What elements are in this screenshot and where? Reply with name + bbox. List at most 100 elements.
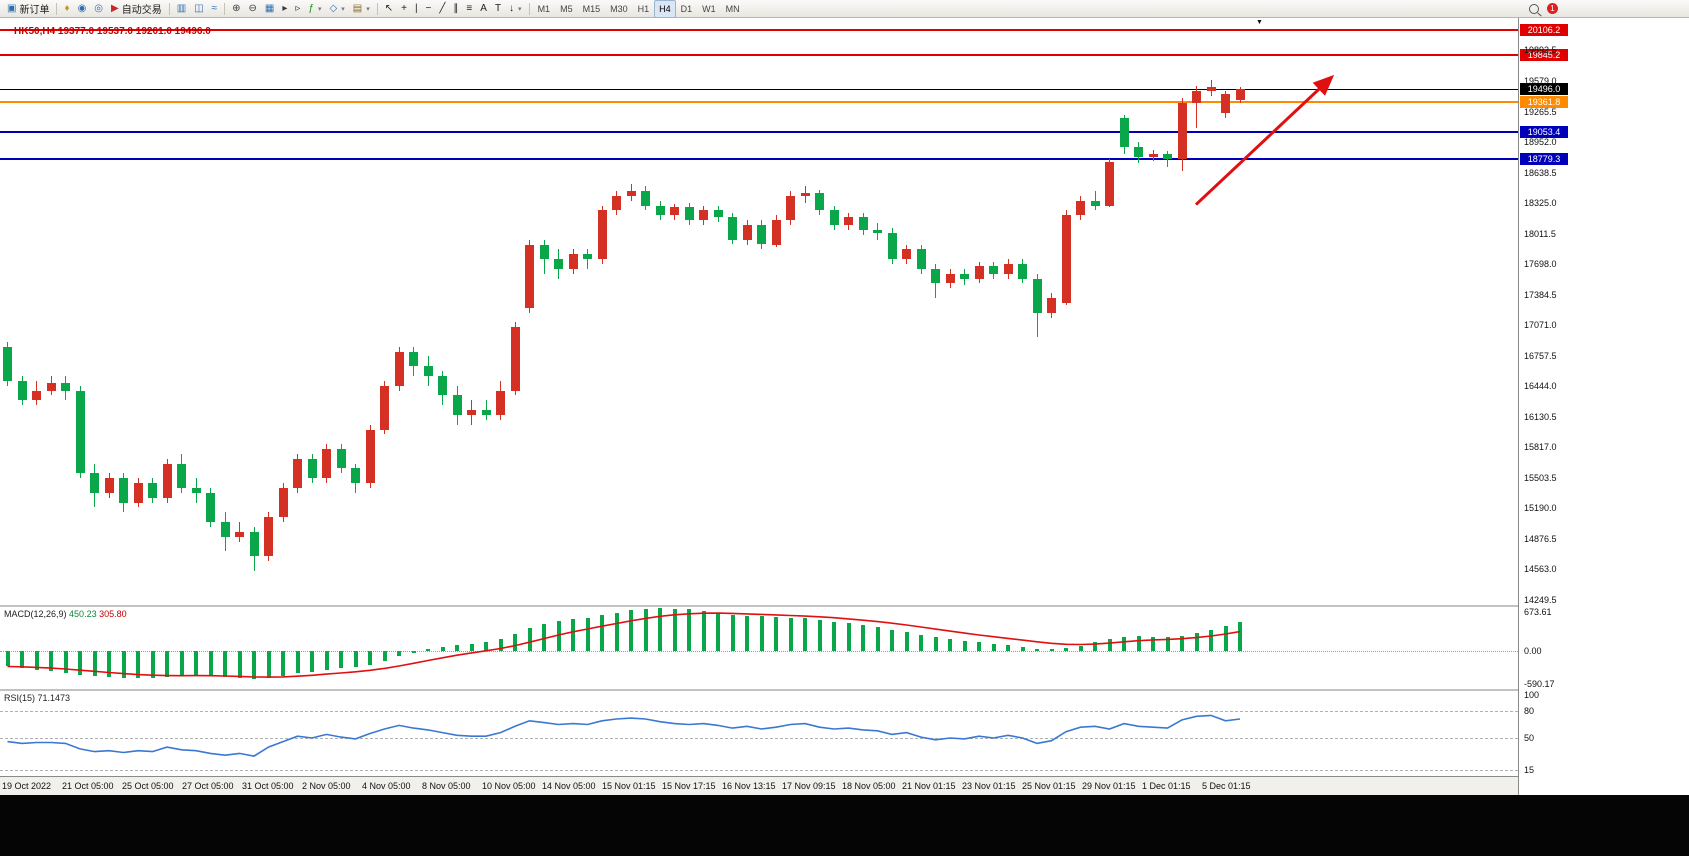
candle bbox=[597, 210, 607, 260]
candlestick-chart-button[interactable]: ◫ bbox=[190, 0, 207, 18]
macd-histogram-bar bbox=[542, 624, 546, 651]
zoom-out-button[interactable]: ⊖ bbox=[245, 0, 261, 18]
candle bbox=[119, 478, 128, 503]
candle bbox=[844, 217, 853, 226]
fibonacci-glyph: ≡ bbox=[466, 2, 473, 14]
auto-scroll-button[interactable]: ▸ bbox=[278, 0, 291, 18]
macd-panel[interactable]: MACD(12,26,9) 450.23 305.80 bbox=[0, 605, 1518, 689]
timeframe-h1-button[interactable]: H1 bbox=[637, 3, 650, 14]
candle bbox=[452, 395, 462, 415]
market-watch-icon[interactable]: ♦ bbox=[60, 0, 73, 18]
candle bbox=[1235, 89, 1245, 101]
tile-windows-glyph: ▦ bbox=[264, 2, 275, 14]
toolbar-separator bbox=[376, 2, 378, 15]
crosshair-button[interactable]: + bbox=[397, 0, 411, 18]
navigator-icon[interactable]: ◉ bbox=[74, 0, 91, 18]
candle bbox=[612, 195, 621, 211]
macd-histogram-bar bbox=[803, 618, 807, 651]
macd-histogram-bar bbox=[179, 650, 184, 676]
auto-scroll-glyph: ▸ bbox=[282, 2, 288, 14]
templates-button[interactable]: ▤ ▾ bbox=[349, 0, 374, 18]
macd-histogram-bar bbox=[92, 650, 97, 676]
macd-histogram-bar bbox=[846, 623, 851, 651]
text-button[interactable]: A bbox=[476, 0, 491, 18]
timeframe-h4-button[interactable]: H4 bbox=[654, 0, 676, 18]
price-tick: 15817.0 bbox=[1524, 442, 1557, 453]
toolbar-separator bbox=[168, 2, 170, 15]
arrows-button[interactable]: ↓ ▾ bbox=[505, 0, 526, 18]
candle bbox=[206, 492, 215, 523]
candle bbox=[162, 463, 172, 498]
zoom-in-glyph: ⊕ bbox=[232, 2, 241, 14]
candle bbox=[699, 210, 708, 221]
bar-chart-button[interactable]: ▥ bbox=[173, 0, 190, 18]
text-label-button[interactable]: T bbox=[491, 0, 505, 18]
equidistant-channel-button[interactable]: ∥ bbox=[449, 0, 462, 18]
chevron-down-icon: ▾ bbox=[318, 5, 322, 13]
level-line-19496.0 bbox=[0, 88, 1518, 90]
price-axis[interactable]: 20106.2 19845.2 19496.0 19361.8 19053.4 18779… bbox=[1518, 18, 1573, 795]
rsi-panel[interactable]: RSI(15) 71.1473 bbox=[0, 689, 1518, 776]
price-tick: 16130.5 bbox=[1524, 411, 1557, 422]
candle bbox=[249, 531, 259, 557]
price-chart-panel[interactable]: HK50,H4 19377.0 19537.0 19201.0 19496.0 … bbox=[0, 18, 1518, 605]
time-axis-label: 16 Nov 13:15 bbox=[722, 781, 776, 791]
macd-histogram-bar bbox=[469, 643, 474, 651]
macd-histogram-bar bbox=[774, 617, 778, 651]
timeframe-d1-button[interactable]: D1 bbox=[680, 3, 693, 14]
new-order-button[interactable]: ▣ 新订单 bbox=[3, 0, 53, 18]
chart-shift-button[interactable]: ▹ bbox=[291, 0, 304, 18]
macd-histogram-bar bbox=[34, 650, 39, 670]
candle bbox=[61, 382, 70, 391]
terminal-icon[interactable]: ◎ bbox=[90, 0, 107, 18]
macd-histogram-bar bbox=[1194, 632, 1199, 651]
rsi-name: RSI(15) bbox=[4, 693, 36, 703]
timeframe-mn-button[interactable]: MN bbox=[725, 3, 740, 14]
time-axis[interactable]: 19 Oct 2022 21 Oct 05:00 25 Oct 05:00 27 Oc… bbox=[0, 776, 1518, 795]
macd-histogram-bar bbox=[382, 650, 387, 661]
candle bbox=[307, 458, 317, 479]
macd-histogram-bar bbox=[687, 609, 691, 651]
macd-histogram-bar bbox=[49, 650, 53, 671]
search-icon[interactable] bbox=[1529, 3, 1539, 14]
macd-histogram-bar bbox=[875, 627, 880, 651]
autotrading-button[interactable]: ▶ 自动交易 bbox=[107, 0, 166, 18]
candle bbox=[1105, 161, 1114, 206]
trend-arrow bbox=[1194, 74, 1335, 206]
periods-button[interactable]: ◇ ▾ bbox=[326, 0, 349, 18]
timeframe-m5-button[interactable]: M5 bbox=[560, 3, 573, 14]
timeframe-m1-button[interactable]: M1 bbox=[537, 3, 551, 14]
timeframe-m30-button[interactable]: M30 bbox=[610, 3, 628, 14]
candle bbox=[1018, 263, 1027, 279]
toolbar-separator bbox=[56, 2, 58, 15]
timeframe-m15-button[interactable]: M15 bbox=[582, 3, 601, 14]
line-chart-button[interactable]: ≈ bbox=[208, 0, 222, 18]
macd-histogram-bar bbox=[484, 642, 488, 651]
candle bbox=[1061, 215, 1071, 303]
tile-windows-button[interactable]: ▦ bbox=[261, 0, 278, 18]
zoom-in-button[interactable]: ⊕ bbox=[228, 0, 244, 18]
navigator-icon-glyph: ◉ bbox=[77, 2, 87, 14]
cursor-button[interactable]: ↖ bbox=[381, 0, 397, 18]
candle bbox=[191, 487, 201, 493]
timeframe-w1-button[interactable]: W1 bbox=[702, 3, 716, 14]
macd-histogram-bar bbox=[397, 650, 401, 657]
macd-histogram-bar bbox=[745, 615, 749, 651]
rsi-axis-tick: 50 bbox=[1524, 733, 1535, 744]
fibonacci-button[interactable]: ≡ bbox=[462, 0, 476, 18]
candle bbox=[235, 531, 244, 537]
macd-histogram-bar bbox=[165, 650, 169, 678]
macd-histogram-bar bbox=[63, 650, 68, 673]
notifications-badge[interactable]: 1 bbox=[1547, 3, 1558, 14]
indicators-button[interactable]: ƒ ▾ bbox=[304, 0, 325, 18]
time-axis-label: 4 Nov 05:00 bbox=[362, 781, 411, 791]
trendline-button[interactable]: ╱ bbox=[435, 0, 449, 18]
horizontal-line-button[interactable]: − bbox=[422, 0, 436, 18]
macd-histogram-bar bbox=[614, 612, 619, 651]
time-axis-label: 23 Nov 01:15 bbox=[962, 781, 1016, 791]
vertical-line-button[interactable]: | bbox=[411, 0, 422, 18]
macd-histogram-bar bbox=[1035, 648, 1039, 651]
macd-histogram-bar bbox=[455, 644, 459, 651]
candle bbox=[873, 229, 882, 233]
